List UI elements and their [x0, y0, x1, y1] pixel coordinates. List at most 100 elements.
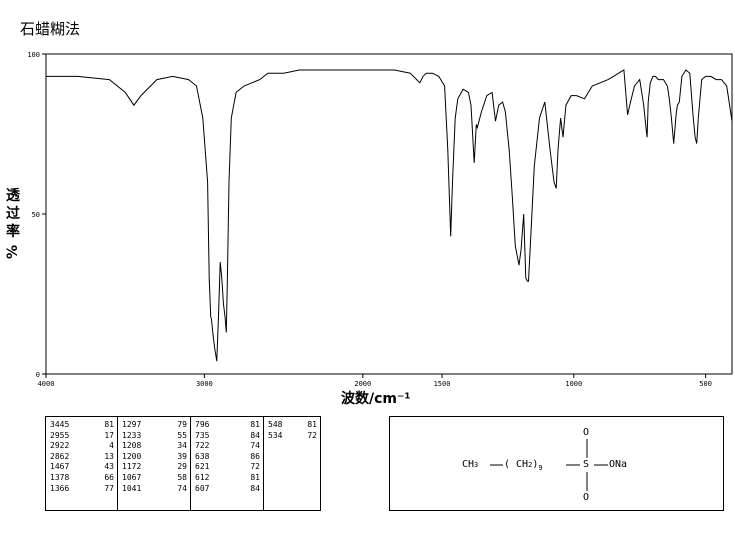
peak-column: 796 81 735 84 722 74 638 86 621 72 612 81 607 84 — [191, 417, 264, 510]
y-tick-label: 100 — [27, 51, 40, 59]
ch3-group: CH3 — [462, 459, 478, 470]
peak-wavenumber: 2922 — [50, 441, 70, 451]
peak-row: 1233 55 — [122, 431, 187, 442]
peak-row: 1208 34 — [122, 441, 187, 452]
peak-row: 1041 74 — [122, 484, 187, 495]
peak-row: 722 74 — [195, 441, 260, 452]
peak-wavenumber: 1200 — [122, 451, 142, 461]
peak-wavenumber: 607 — [195, 483, 210, 493]
sulfur-atom: S — [583, 459, 590, 470]
peak-wavenumber: 548 — [268, 420, 283, 429]
peak-transmittance: 4 — [109, 441, 114, 451]
y-tick-label: 0 — [36, 371, 40, 379]
peak-row: 1172 29 — [122, 462, 187, 473]
page-title: 石蜡糊法 — [20, 20, 81, 38]
peak-row: 2922 4 — [50, 441, 114, 452]
y-tick-label: 50 — [32, 211, 40, 219]
x-axis-label: 波数/cm⁻¹ — [341, 391, 411, 407]
peak-transmittance: 84 — [250, 430, 260, 440]
peak-row: 735 84 — [195, 431, 260, 442]
repeat-count-subscript: 9 — [538, 464, 543, 472]
peak-transmittance: 74 — [177, 483, 187, 493]
peak-wavenumber: 638 — [195, 451, 210, 461]
x-tick-label: 1500 — [434, 380, 451, 388]
y-axis-label-char: 过 — [6, 205, 20, 222]
peak-wavenumber: 1208 — [122, 441, 142, 451]
peak-row: 1200 39 — [122, 452, 187, 463]
peak-row: 2862 13 — [50, 452, 114, 463]
ch3-text: CH — [462, 459, 475, 470]
y-axis-label-char: % — [5, 245, 21, 259]
peak-wavenumber: 1067 — [122, 472, 142, 482]
peak-wavenumber: 1467 — [50, 462, 70, 472]
peak-transmittance: 74 — [250, 441, 260, 451]
peak-transmittance: 81 — [250, 472, 260, 482]
peak-wavenumber: 1172 — [122, 462, 142, 472]
peak-transmittance: 43 — [104, 462, 114, 472]
peak-wavenumber: 1041 — [122, 483, 142, 493]
structure-box: CH3 ( CH2)9 S O O ONa — [389, 416, 724, 511]
plot-frame — [45, 53, 733, 375]
peak-row: 621 72 — [195, 462, 260, 473]
peak-row: 548 81 — [268, 420, 317, 431]
peak-row: 607 84 — [195, 484, 260, 495]
ch2-text: ( CH — [504, 459, 529, 470]
x-tick-label: 500 — [699, 380, 712, 388]
ona-group: ONa — [609, 459, 628, 470]
peak-wavenumber: 722 — [195, 441, 210, 451]
peak-transmittance: 79 — [177, 420, 187, 429]
peak-wavenumber: 796 — [195, 420, 210, 429]
y-axis-label-char: 率 — [6, 223, 20, 240]
ch2-close-paren: ) — [532, 459, 539, 470]
peak-transmittance: 55 — [177, 430, 187, 440]
peak-row: 534 72 — [268, 431, 317, 442]
peak-transmittance: 34 — [177, 441, 187, 451]
peak-transmittance: 72 — [307, 430, 317, 440]
peak-row: 1366 77 — [50, 484, 114, 495]
x-tick-label: 3000 — [196, 380, 213, 388]
x-tick-label: 4000 — [38, 380, 55, 388]
ch3-subscript: 3 — [474, 461, 479, 469]
peak-column: 3445 81 2955 17 2922 4 2862 13 1467 43 1378 66 1366 7… — [46, 417, 118, 510]
x-tick-label: 2000 — [354, 380, 371, 388]
peak-wavenumber: 3445 — [50, 420, 70, 429]
peak-transmittance: 77 — [104, 483, 114, 493]
peak-transmittance: 86 — [250, 451, 260, 461]
peak-row: 2955 17 — [50, 431, 114, 442]
peak-row: 3445 81 — [50, 420, 114, 431]
peak-wavenumber: 1366 — [50, 483, 70, 493]
peak-wavenumber: 735 — [195, 430, 210, 440]
peak-transmittance: 58 — [177, 472, 187, 482]
peak-row: 1067 58 — [122, 473, 187, 484]
peak-wavenumber: 2955 — [50, 430, 70, 440]
peak-wavenumber: 534 — [268, 430, 283, 440]
peak-transmittance: 17 — [104, 430, 114, 440]
ch2-group: ( CH2)9 — [504, 459, 543, 472]
peak-row: 1467 43 — [50, 462, 114, 473]
peak-row: 796 81 — [195, 420, 260, 431]
peak-row: 1378 66 — [50, 473, 114, 484]
peak-wavenumber: 2862 — [50, 451, 70, 461]
x-tick-label: 1000 — [565, 380, 582, 388]
peak-wavenumber: 1378 — [50, 472, 70, 482]
peak-transmittance: 84 — [250, 483, 260, 493]
peak-transmittance: 72 — [250, 462, 260, 472]
peak-transmittance: 81 — [307, 420, 317, 429]
peak-row: 612 81 — [195, 473, 260, 484]
peak-transmittance: 29 — [177, 462, 187, 472]
peak-transmittance: 81 — [250, 420, 260, 429]
y-axis-label-char: 透 — [6, 188, 21, 204]
peak-column: 1297 79 1233 55 1208 34 1200 39 1172 29 1067 58 1041… — [118, 417, 191, 510]
peak-transmittance: 66 — [104, 472, 114, 482]
oxygen-top: O — [583, 427, 590, 438]
structure-bonds — [490, 439, 608, 491]
peak-transmittance: 39 — [177, 451, 187, 461]
peak-table: 3445 81 2955 17 2922 4 2862 13 1467 43 1378 66 1366 7… — [45, 416, 321, 511]
peak-row: 638 86 — [195, 452, 260, 463]
peak-row: 1297 79 — [122, 420, 187, 431]
peak-wavenumber: 612 — [195, 472, 210, 482]
peak-column: 548 81 534 72 — [264, 417, 320, 510]
peak-transmittance: 81 — [104, 420, 114, 429]
